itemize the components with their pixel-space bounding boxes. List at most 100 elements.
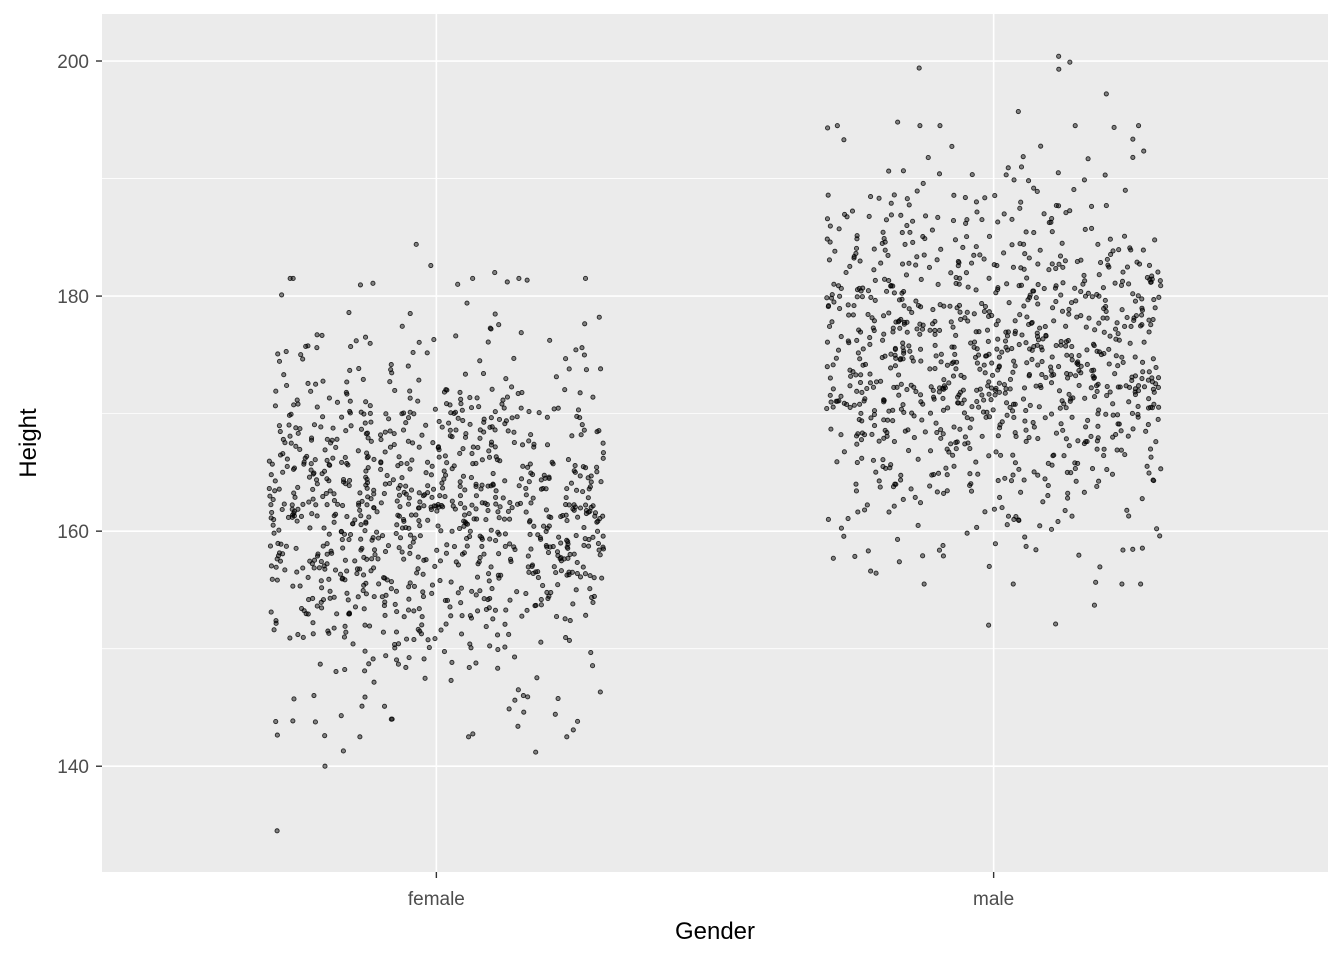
data-point-female (432, 636, 438, 642)
data-point-female (273, 719, 279, 725)
data-point-female (416, 339, 422, 345)
data-point-male (1051, 318, 1057, 324)
data-point-male (962, 434, 968, 440)
data-point-male (923, 213, 929, 219)
data-point-male (1104, 393, 1110, 399)
data-point-male (860, 362, 866, 368)
data-point-male (955, 263, 961, 269)
data-point-male (1059, 240, 1065, 246)
data-point-male (984, 327, 991, 333)
data-point-female (338, 713, 344, 719)
data-point-female (403, 491, 409, 497)
data-point-female (515, 687, 521, 693)
data-point-female (564, 518, 570, 524)
data-point-male (1004, 400, 1010, 406)
data-point-female (417, 533, 423, 539)
data-point-female (474, 516, 480, 522)
data-point-female (417, 523, 423, 529)
data-point-female (489, 424, 495, 430)
data-point-female (283, 348, 289, 355)
data-point-male (1081, 272, 1087, 278)
data-point-male (914, 188, 920, 194)
data-point-female (428, 504, 434, 510)
data-point-male (891, 503, 897, 509)
data-point-male (996, 389, 1002, 395)
data-point-female (387, 379, 393, 385)
data-point-female (436, 504, 442, 510)
data-point-female (365, 435, 371, 441)
data-point-male (922, 429, 928, 435)
data-point-female (308, 388, 314, 394)
data-point-female (461, 550, 467, 556)
data-point-male (1067, 59, 1073, 65)
data-point-male (986, 563, 992, 569)
data-point-female (374, 509, 380, 515)
data-point-male (920, 180, 926, 187)
data-point-male (953, 440, 959, 446)
data-point-female (326, 462, 332, 468)
data-point-male (1023, 340, 1029, 346)
data-point-female (343, 389, 349, 395)
data-point-female (516, 483, 522, 489)
data-point-male (960, 244, 966, 251)
data-point-male (1060, 280, 1066, 286)
y-tick-label: 200 (57, 52, 89, 73)
y-tick-label: 160 (57, 522, 89, 543)
data-point-female (588, 650, 594, 656)
data-point-male (872, 277, 878, 283)
data-point-female (326, 531, 332, 537)
data-point-male (1086, 315, 1092, 321)
data-point-male (951, 424, 957, 430)
data-point-female (338, 529, 344, 535)
data-point-male (1128, 323, 1134, 330)
data-point-male (1053, 621, 1059, 627)
data-point-male (1055, 170, 1061, 176)
data-point-male (895, 536, 901, 542)
data-point-male (986, 233, 993, 239)
data-point-female (371, 487, 377, 493)
data-point-male (890, 407, 896, 413)
data-point-male (1051, 452, 1057, 458)
data-point-female (362, 334, 369, 340)
data-point-male (1150, 356, 1156, 362)
data-point-female (328, 440, 334, 446)
data-point-male (1075, 361, 1081, 367)
data-point-female (530, 495, 536, 501)
data-point-female (507, 541, 513, 547)
data-point-male (929, 227, 935, 233)
data-point-male (1004, 412, 1010, 418)
data-point-male (1119, 278, 1126, 284)
data-point-male (1114, 320, 1120, 326)
data-point-male (896, 559, 902, 565)
data-point-male (888, 365, 894, 371)
data-point-female (319, 605, 325, 611)
data-point-male (952, 351, 958, 357)
data-point-male (913, 262, 919, 268)
data-point-female (364, 455, 370, 461)
data-point-female (537, 535, 543, 541)
data-point-male (964, 530, 970, 536)
data-point-female (540, 485, 546, 492)
data-point-female (528, 432, 534, 438)
data-point-male (1102, 297, 1108, 303)
data-point-male (1112, 371, 1118, 377)
data-point-female (311, 692, 317, 699)
data-point-female (353, 338, 359, 344)
data-point-female (270, 522, 276, 528)
data-point-female (460, 473, 466, 479)
data-point-female (583, 612, 589, 618)
data-point-female (293, 545, 299, 551)
data-point-female (565, 555, 571, 561)
data-point-male (1151, 478, 1157, 484)
data-point-female (339, 536, 345, 543)
data-point-male (1001, 250, 1007, 256)
data-point-male (873, 379, 880, 385)
data-point-male (950, 452, 956, 458)
data-point-female (520, 463, 526, 469)
data-point-female (487, 643, 493, 649)
data-point-male (1039, 347, 1045, 353)
data-point-female (284, 456, 290, 462)
data-point-female (583, 367, 589, 373)
data-point-male (927, 410, 934, 416)
data-point-male (1055, 518, 1061, 525)
